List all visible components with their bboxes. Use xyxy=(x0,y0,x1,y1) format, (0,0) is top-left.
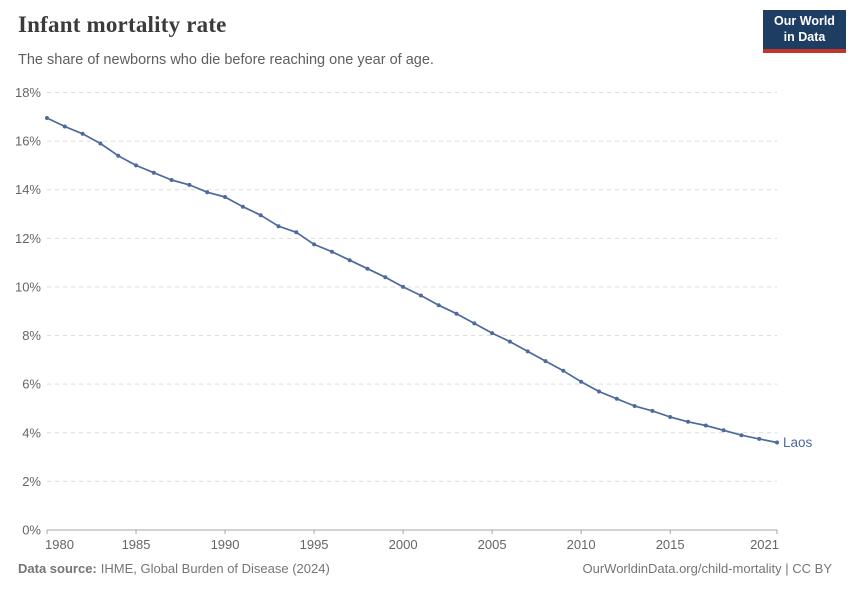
laos-point-1996[interactable] xyxy=(329,249,334,254)
chart-footer: Data source: IHME, Global Burden of Disea… xyxy=(18,561,832,576)
laos-point-1990[interactable] xyxy=(223,195,227,199)
laos-point-1988[interactable] xyxy=(187,182,192,187)
data-source-value: IHME, Global Burden of Disease (2024) xyxy=(100,561,330,576)
laos-point-1993[interactable] xyxy=(276,224,281,229)
owid-logo-line2: in Data xyxy=(783,30,826,44)
laos-point-2021[interactable] xyxy=(775,440,779,445)
laos-point-1981[interactable] xyxy=(62,124,67,129)
laos-point-2002[interactable] xyxy=(436,303,441,308)
laos-point-1994[interactable] xyxy=(294,230,299,235)
x-axis-label-1990: 1990 xyxy=(211,537,240,552)
chart-title: Infant mortality rate xyxy=(18,12,227,37)
y-axis-label-10: 10% xyxy=(15,279,41,294)
laos-point-2006[interactable] xyxy=(507,339,512,344)
laos-point-2013[interactable] xyxy=(632,404,637,408)
y-axis-label-8: 8% xyxy=(22,328,41,343)
laos-point-2012[interactable] xyxy=(614,396,619,401)
laos-point-1995[interactable] xyxy=(312,242,317,247)
x-axis-label-2005: 2005 xyxy=(478,537,507,552)
laos-point-2018[interactable] xyxy=(721,428,726,433)
laos-point-1982[interactable] xyxy=(80,131,85,136)
laos-point-2007[interactable] xyxy=(525,349,530,354)
data-source: Data source: IHME, Global Burden of Disea… xyxy=(18,561,330,576)
chart-subtitle: The share of newborns who die before rea… xyxy=(18,52,434,68)
laos-point-1987[interactable] xyxy=(169,178,174,182)
laos-point-2014[interactable] xyxy=(650,408,655,413)
laos-point-2000[interactable] xyxy=(401,284,406,289)
x-axis-label-1995: 1995 xyxy=(300,537,329,552)
laos-point-1980[interactable] xyxy=(45,116,49,120)
laos-point-2017[interactable] xyxy=(703,423,708,428)
laos-point-2009[interactable] xyxy=(561,368,566,373)
owid-logo-line1: Our World xyxy=(774,14,835,28)
data-source-label: Data source: xyxy=(18,561,97,576)
laos-point-1999[interactable] xyxy=(383,275,388,280)
y-axis-label-2: 2% xyxy=(22,474,41,489)
x-axis-label-2000: 2000 xyxy=(389,537,418,552)
y-axis-label-6: 6% xyxy=(22,377,41,392)
laos-point-1986[interactable] xyxy=(151,170,156,175)
x-axis-label-2015: 2015 xyxy=(656,537,685,552)
chart-attribution-link[interactable]: OurWorldinData.org/child-mortality | CC … xyxy=(582,561,833,576)
laos-point-1998[interactable] xyxy=(365,266,370,271)
laos-point-2004[interactable] xyxy=(472,321,477,326)
x-axis-label-2010: 2010 xyxy=(567,537,596,552)
laos-point-2015[interactable] xyxy=(668,415,673,419)
y-axis-label-12: 12% xyxy=(15,231,41,246)
y-axis-label-0: 0% xyxy=(22,523,41,538)
y-axis-label-16: 16% xyxy=(15,134,41,149)
laos-point-1985[interactable] xyxy=(134,163,138,168)
laos-point-2003[interactable] xyxy=(454,311,459,316)
laos-point-2010[interactable] xyxy=(579,379,584,384)
y-axis-label-18: 18% xyxy=(15,85,41,100)
x-axis-label-1980: 1980 xyxy=(45,537,74,552)
laos-line-series[interactable] xyxy=(46,117,778,444)
laos-point-2001[interactable] xyxy=(418,293,423,298)
laos-point-2008[interactable] xyxy=(543,359,548,364)
laos-point-2016[interactable] xyxy=(686,419,690,424)
laos-point-1989[interactable] xyxy=(205,190,210,195)
series-entity-label: Laos xyxy=(783,435,813,450)
x-axis-label-1985: 1985 xyxy=(122,537,151,552)
laos-point-2005[interactable] xyxy=(490,331,495,336)
laos-point-1997[interactable] xyxy=(347,258,352,263)
laos-point-1991[interactable] xyxy=(240,204,245,209)
owid-logo[interactable]: Our World in Data xyxy=(763,10,846,53)
laos-point-1983[interactable] xyxy=(98,141,103,146)
laos-point-2019[interactable] xyxy=(739,433,744,438)
x-axis-label-2021: 2021 xyxy=(750,537,779,552)
laos-point-1992[interactable] xyxy=(258,213,263,218)
y-axis-label-14: 14% xyxy=(15,182,41,197)
laos-point-2020[interactable] xyxy=(757,436,762,441)
y-axis-label-4: 4% xyxy=(22,425,41,440)
laos-point-1984[interactable] xyxy=(116,153,121,158)
laos-point-2011[interactable] xyxy=(597,389,601,394)
